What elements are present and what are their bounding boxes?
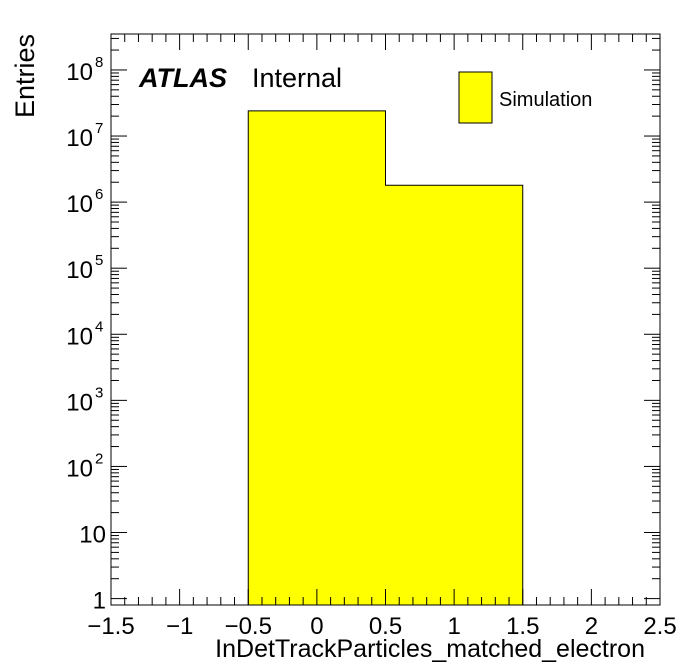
y-tick-label: 1	[93, 588, 106, 615]
histogram-bin	[248, 110, 386, 606]
y-axis-title: Entries	[10, 34, 40, 118]
y-tick-label: 10	[66, 59, 93, 86]
x-tick-label: −0.5	[225, 613, 272, 640]
x-tick-label: 1	[447, 613, 460, 640]
y-tick-label: 10	[66, 125, 93, 152]
x-tick-label: 2	[585, 613, 598, 640]
legend-label: Simulation	[499, 89, 592, 111]
y-tick-label: 10	[66, 257, 93, 284]
y-tick-exponent: 5	[95, 252, 103, 269]
histogram-outline	[247, 110, 524, 605]
histogram-bin	[385, 185, 523, 605]
x-axis-title: InDetTrackParticles_matched_electron	[215, 635, 645, 663]
legend: Simulation	[458, 71, 592, 124]
atlas-label: ATLAS	[138, 63, 227, 93]
y-tick-exponent: 3	[95, 384, 103, 401]
x-tick-label: 2.5	[643, 613, 676, 640]
legend-swatch	[458, 71, 493, 124]
x-tick-labels: −1.5 −1 −0.5 0 0.5 1 1.5 2 2.5	[87, 613, 676, 640]
y-tick-exponent: 6	[95, 186, 103, 203]
y-tick-exponent: 4	[95, 318, 103, 335]
x-tick-label: 0.5	[369, 613, 402, 640]
y-tick-exponent: 8	[95, 54, 103, 71]
x-tick-label: 0	[310, 613, 323, 640]
y-tick-label: 10	[66, 191, 93, 218]
plot-frame	[110, 33, 661, 606]
y-tick-label: 10	[66, 323, 93, 350]
axis-ticks	[110, 34, 661, 605]
y-tick-label: 10	[79, 522, 106, 549]
histogram-bars	[247, 110, 524, 606]
y-tick-exponent: 2	[95, 450, 103, 467]
x-tick-label: −1	[166, 613, 193, 640]
y-tick-exponent: 7	[95, 120, 103, 137]
x-tick-label: −1.5	[87, 613, 134, 640]
x-tick-label: 1.5	[506, 613, 539, 640]
y-tick-label: 10	[66, 389, 93, 416]
internal-label: Internal	[252, 63, 342, 93]
y-tick-label: 10	[66, 455, 93, 482]
